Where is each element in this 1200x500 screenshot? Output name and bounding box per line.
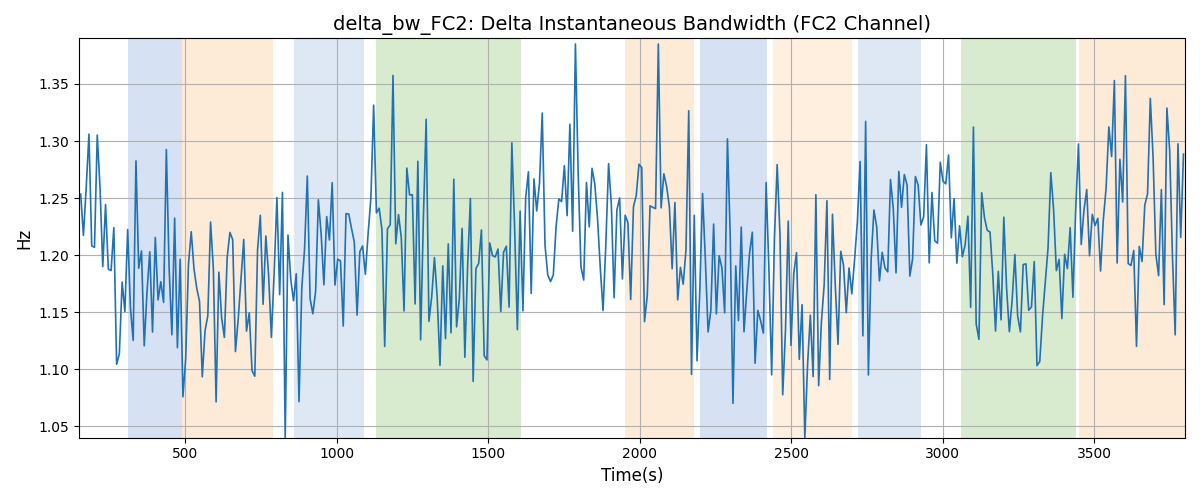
Bar [773,38,852,438]
Bar [701,38,767,438]
Bar [182,38,274,438]
Y-axis label: Hz: Hz [14,228,32,248]
Bar [1079,38,1184,438]
Title: delta_bw_FC2: Delta Instantaneous Bandwidth (FC2 Channel): delta_bw_FC2: Delta Instantaneous Bandwi… [334,15,931,35]
X-axis label: Time(s): Time(s) [601,467,664,485]
Bar [376,38,522,438]
Bar [294,38,364,438]
Bar [858,38,922,438]
Bar [624,38,694,438]
Bar [961,38,1076,438]
Bar [127,38,182,438]
